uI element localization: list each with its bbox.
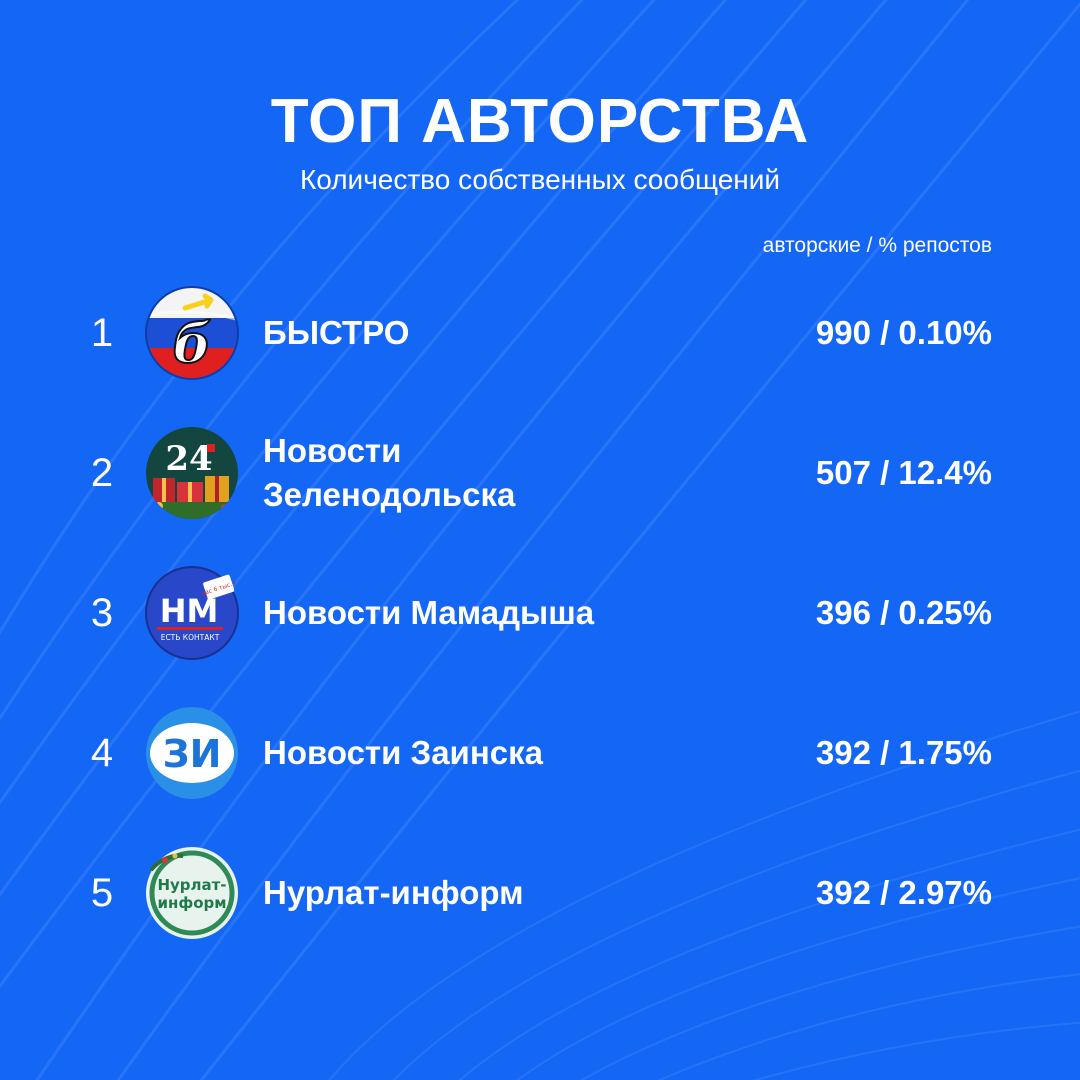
rank-number: 4 [90, 731, 114, 775]
rank-number: 1 [90, 311, 114, 355]
channel-name-line: Новости [263, 432, 402, 469]
channel-name: Новости Зеленодольска [263, 429, 703, 517]
news24-gifts-logo-icon: 24 [146, 427, 238, 519]
channel-name-line: БЫСТРО [263, 314, 410, 351]
list-item: 5 Нурлат- информ Нурлат-информ 392 / 2.9… [0, 838, 1080, 948]
rank-number: 2 [90, 451, 114, 495]
zi-logo-icon: ЗИ [146, 707, 238, 799]
nm-contact-logo-icon: НМ ЕСТЬ КОНТАКТ нас 6 тыс.+ [145, 566, 239, 660]
channel-name: БЫСТРО [263, 311, 703, 355]
rank-number: 5 [90, 871, 114, 915]
list-item: 4 ЗИ Новости Заинска 392 / 1.75% [0, 698, 1080, 808]
column-header: авторские / % репостов [762, 234, 992, 257]
channel-value: 396 / 0.25% [815, 594, 992, 631]
channel-value: 392 / 2.97% [815, 874, 992, 911]
rank-number: 3 [90, 591, 114, 635]
logo-text: ЗИ [163, 732, 222, 776]
nurlat-inform-logo-icon: Нурлат- информ [146, 847, 238, 939]
list-item: 2 24 Новости Зеленодольска 507 / 12.4% [0, 418, 1080, 528]
list-item: 3 НМ ЕСТЬ КОНТАКТ нас 6 тыс.+ Новости Ма… [0, 558, 1080, 668]
channel-name: Новости Заинска [263, 731, 703, 775]
channel-name: Нурлат-информ [263, 871, 703, 915]
channel-name-line: Новости Заинска [263, 734, 544, 771]
bystro-flag-logo-icon: б [145, 286, 239, 380]
channel-name-line: Нурлат-информ [263, 874, 524, 911]
logo-text-line1: Нурлат- [157, 876, 226, 894]
logo-text: б [173, 311, 212, 375]
logo-subtext: ЕСТЬ КОНТАКТ [161, 633, 220, 642]
logo-text-line2: информ [157, 894, 226, 912]
page-subtitle: Количество собственных сообщений [299, 164, 781, 195]
logo-text: 24 [165, 439, 212, 479]
channel-name-line: Новости Мамадыша [263, 594, 595, 631]
channel-value: 392 / 1.75% [815, 734, 992, 771]
channel-name: Новости Мамадыша [263, 591, 703, 635]
page-title: ТОП АВТОРСТВА [270, 87, 810, 156]
channel-name-line: Зеленодольска [263, 476, 516, 513]
channel-value: 990 / 0.10% [815, 314, 992, 351]
channel-value: 507 / 12.4% [815, 454, 992, 491]
list-item: 1 б БЫСТРО 990 / 0.10% [0, 278, 1080, 388]
